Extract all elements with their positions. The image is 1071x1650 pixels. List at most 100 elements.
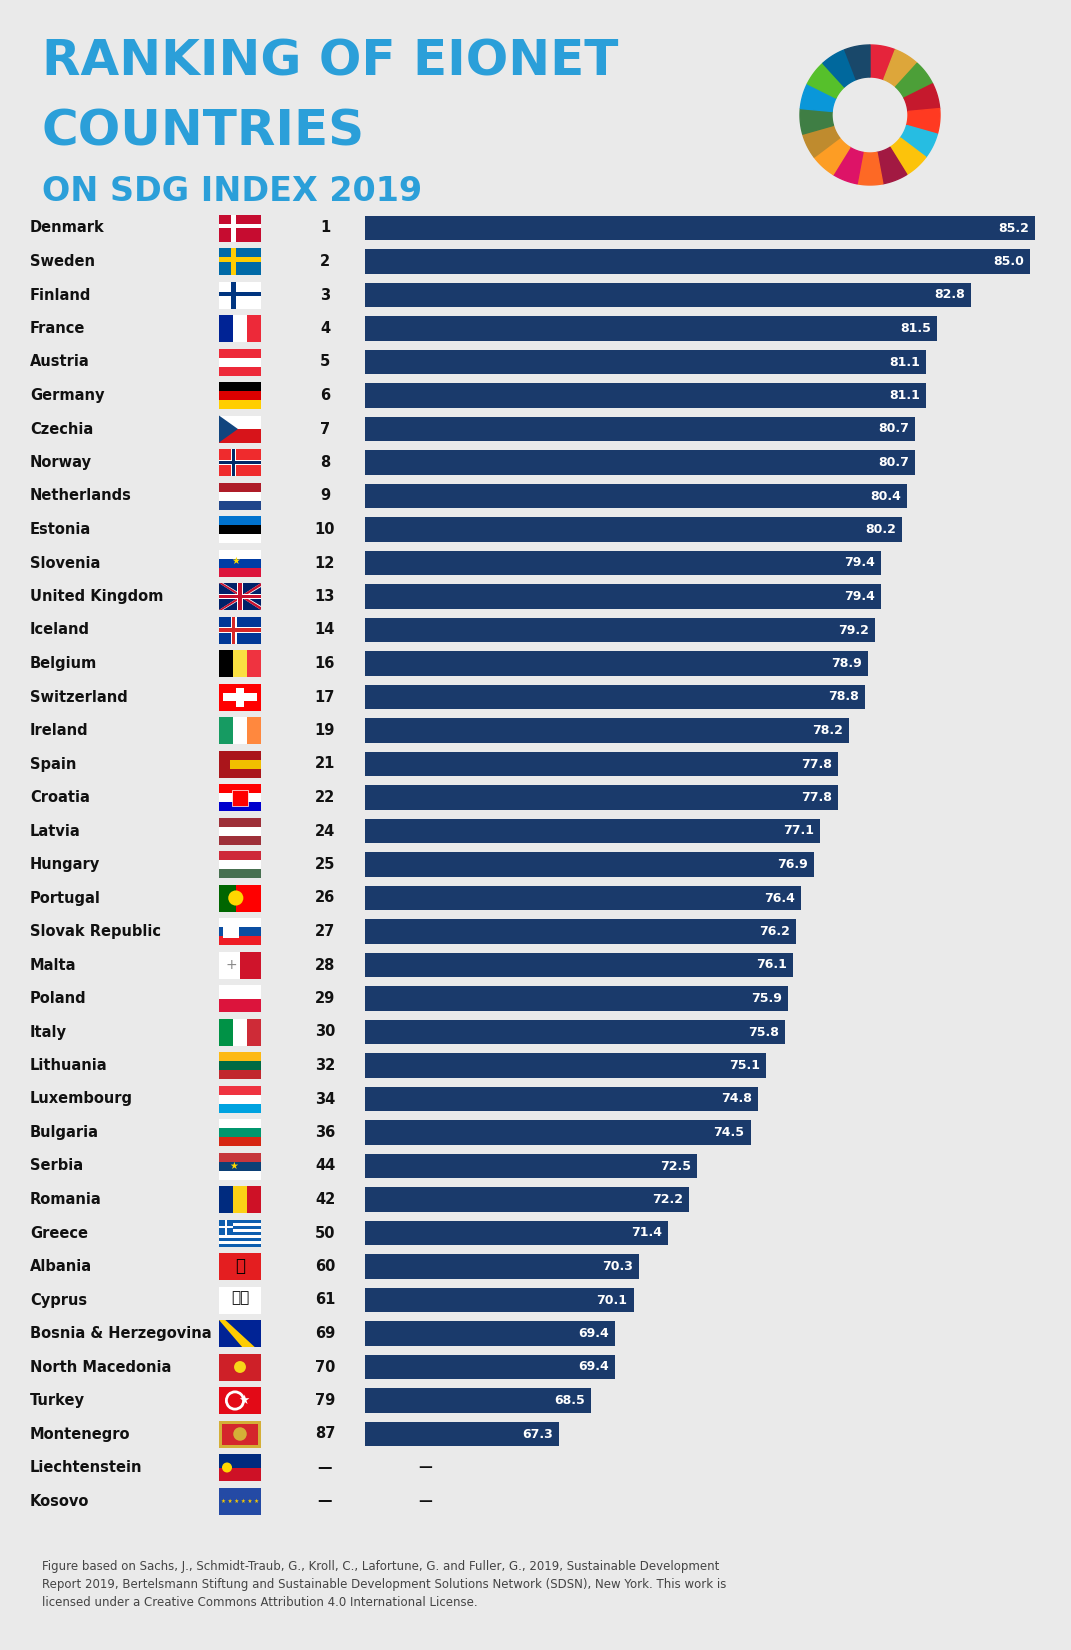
Bar	[365, 518, 902, 541]
Polygon shape	[223, 926, 239, 937]
Bar	[233, 1018, 247, 1046]
Bar	[365, 619, 875, 642]
Polygon shape	[901, 125, 937, 157]
Bar	[218, 860, 261, 870]
Bar	[231, 214, 237, 241]
Bar	[218, 460, 261, 465]
Bar	[365, 1087, 758, 1110]
Bar	[218, 416, 261, 429]
Text: 85.2: 85.2	[998, 221, 1029, 234]
Bar	[218, 827, 261, 835]
Text: Czechia: Czechia	[30, 421, 93, 437]
Text: 19: 19	[315, 723, 335, 738]
Text: 79.4: 79.4	[844, 591, 875, 602]
Text: Malta: Malta	[30, 957, 76, 972]
Text: 29: 29	[315, 992, 335, 1006]
Text: 79.2: 79.2	[839, 624, 870, 637]
Text: Germany: Germany	[30, 388, 105, 403]
Bar	[218, 391, 261, 399]
Bar	[218, 292, 261, 295]
Bar	[218, 718, 233, 744]
Text: 9: 9	[320, 488, 330, 503]
Bar	[218, 1219, 261, 1223]
Text: 10: 10	[315, 521, 335, 536]
Bar	[218, 627, 261, 632]
Text: 17: 17	[315, 690, 335, 705]
Text: 80.4: 80.4	[871, 490, 902, 503]
Text: 77.8: 77.8	[801, 757, 832, 771]
Text: Hungary: Hungary	[30, 856, 101, 871]
Text: 24: 24	[315, 823, 335, 838]
Bar	[365, 954, 793, 977]
Bar	[218, 835, 261, 845]
Bar	[218, 1226, 232, 1228]
Text: 81.1: 81.1	[889, 355, 920, 368]
Bar	[365, 1153, 697, 1178]
Bar	[218, 952, 240, 978]
Text: 42: 42	[315, 1191, 335, 1208]
Bar	[218, 383, 261, 391]
Polygon shape	[800, 109, 833, 134]
Text: 78.9: 78.9	[831, 657, 861, 670]
Text: Kosovo: Kosovo	[30, 1493, 89, 1508]
Text: Serbia: Serbia	[30, 1158, 84, 1173]
Text: 1: 1	[320, 221, 330, 236]
Text: Poland: Poland	[30, 992, 87, 1006]
Bar	[218, 516, 261, 525]
Polygon shape	[857, 152, 883, 185]
Bar	[218, 449, 261, 475]
Bar	[225, 1219, 227, 1234]
Polygon shape	[218, 582, 261, 610]
Text: Bosnia & Herzegovina: Bosnia & Herzegovina	[30, 1327, 212, 1341]
Circle shape	[235, 1361, 246, 1373]
Text: 14: 14	[315, 622, 335, 637]
Text: United Kingdom: United Kingdom	[30, 589, 164, 604]
Bar	[218, 884, 236, 911]
Polygon shape	[904, 84, 939, 112]
Text: 70: 70	[315, 1360, 335, 1374]
Bar	[365, 853, 814, 876]
Text: —: —	[318, 1493, 332, 1508]
Polygon shape	[218, 582, 261, 610]
Polygon shape	[808, 63, 844, 97]
Bar	[365, 1020, 785, 1044]
Text: 81.5: 81.5	[900, 322, 931, 335]
Bar	[218, 683, 261, 711]
Bar	[218, 1223, 261, 1226]
Bar	[218, 936, 261, 945]
Bar	[218, 248, 261, 276]
Text: 75.9: 75.9	[751, 992, 782, 1005]
Text: 32: 32	[315, 1058, 335, 1072]
Text: 79: 79	[315, 1393, 335, 1407]
Text: 75.8: 75.8	[749, 1026, 779, 1038]
Bar	[233, 1186, 247, 1213]
Text: 36: 36	[315, 1125, 335, 1140]
Text: —: —	[418, 1493, 432, 1508]
Text: 69.4: 69.4	[578, 1361, 609, 1373]
Text: Liechtenstein: Liechtenstein	[30, 1460, 142, 1475]
Bar	[218, 1069, 261, 1079]
Text: 76.9: 76.9	[778, 858, 809, 871]
Bar	[218, 1244, 261, 1246]
Bar	[218, 985, 261, 998]
Bar	[232, 617, 236, 644]
Text: 30: 30	[315, 1025, 335, 1040]
Text: 79.4: 79.4	[844, 556, 875, 569]
Polygon shape	[802, 125, 840, 157]
Bar	[218, 1170, 261, 1180]
Bar	[365, 282, 971, 307]
Bar	[365, 1355, 615, 1379]
Text: 77.8: 77.8	[801, 790, 832, 804]
Bar	[218, 1061, 261, 1069]
Bar	[233, 718, 247, 744]
Bar	[365, 317, 937, 340]
Circle shape	[222, 1462, 232, 1472]
Text: 🦅: 🦅	[235, 1257, 245, 1275]
Text: 50: 50	[315, 1226, 335, 1241]
Bar	[218, 214, 261, 241]
Text: Switzerland: Switzerland	[30, 690, 127, 705]
Text: 26: 26	[315, 891, 335, 906]
Text: Belgium: Belgium	[30, 657, 97, 672]
Polygon shape	[800, 84, 836, 112]
Text: 21: 21	[315, 756, 335, 772]
